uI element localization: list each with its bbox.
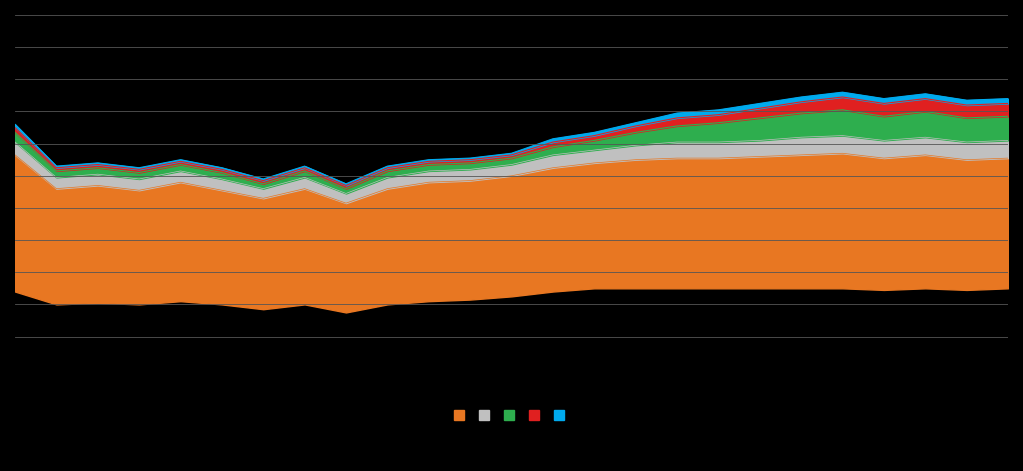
Legend: , , , , : , , , , [450, 406, 573, 426]
